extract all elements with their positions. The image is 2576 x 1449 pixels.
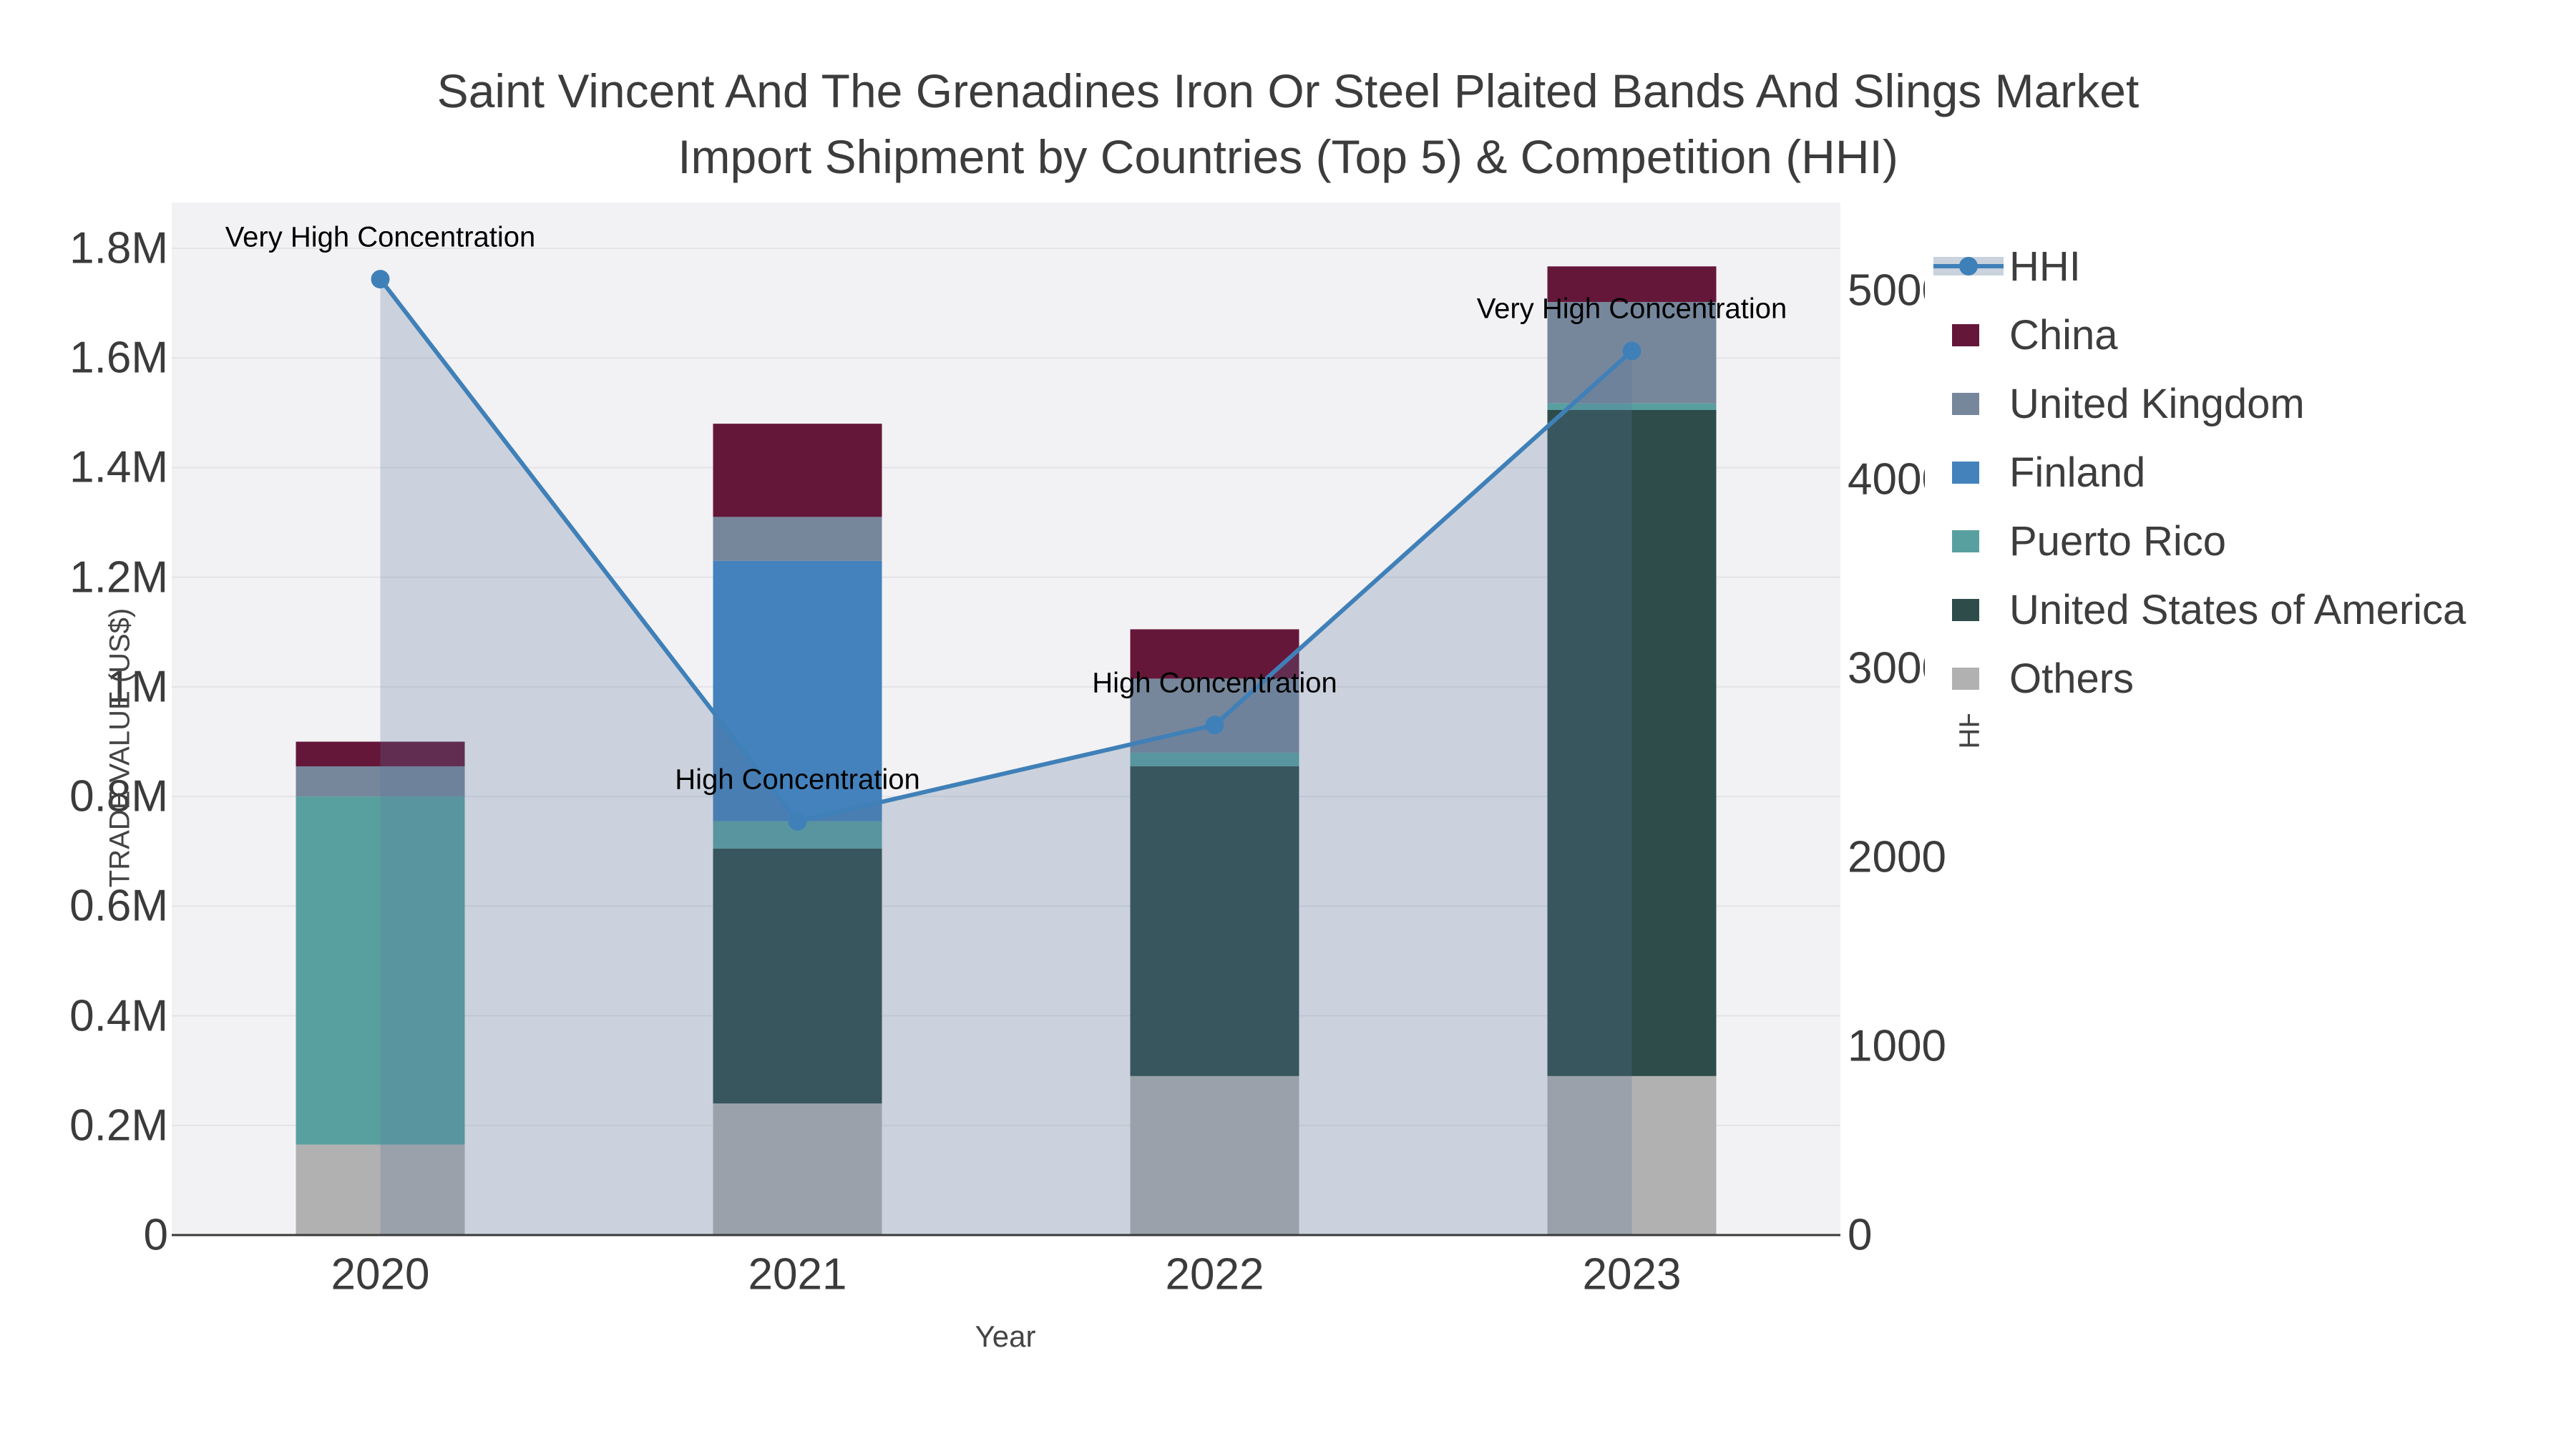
legend-item-united-states-of-america[interactable]: United States of America bbox=[1925, 575, 2562, 644]
y-left-tick: 1.4M bbox=[69, 442, 168, 492]
y-left-tick: 0.8M bbox=[69, 771, 168, 821]
bar-segment-puerto-rico[interactable] bbox=[1547, 403, 1717, 411]
bar-segment-china[interactable] bbox=[296, 741, 465, 766]
legend-item-finland[interactable]: Finland bbox=[1925, 438, 2562, 507]
y-left-tick: 0.4M bbox=[69, 991, 168, 1041]
legend-item-hhi[interactable]: HHI bbox=[1925, 232, 2562, 301]
bar-segment-finland[interactable] bbox=[713, 560, 882, 821]
legend-label: United Kingdom bbox=[2009, 380, 2305, 427]
bar-segment-puerto-rico[interactable] bbox=[296, 796, 465, 1145]
annotation-2021: High Concentration bbox=[675, 763, 920, 796]
bar-segment-puerto-rico[interactable] bbox=[1130, 752, 1299, 766]
y-left-tick: 1.6M bbox=[69, 333, 168, 383]
y-left-tick: 0 bbox=[143, 1210, 168, 1260]
y-right-tick: 0 bbox=[1848, 1210, 1873, 1260]
legend-item-puerto-rico[interactable]: Puerto Rico bbox=[1925, 507, 2562, 575]
bar-segment-united-kingdom[interactable] bbox=[296, 766, 465, 797]
legend-item-others[interactable]: Others bbox=[1925, 644, 2562, 713]
legend-color-swatch-icon bbox=[1932, 667, 2004, 690]
legend-label: Puerto Rico bbox=[2009, 517, 2227, 565]
hhi-marker-2020[interactable] bbox=[371, 270, 390, 289]
y-left-tick: 1M bbox=[106, 662, 168, 712]
x-tick-2020: 2020 bbox=[331, 1249, 430, 1299]
bar-segment-china[interactable] bbox=[1547, 266, 1717, 303]
legend-color-swatch-icon bbox=[1932, 392, 2004, 415]
x-tick-2022: 2022 bbox=[1165, 1249, 1264, 1299]
y-right-tick: 2000 bbox=[1848, 832, 1946, 882]
legend-label: Others bbox=[2009, 655, 2135, 702]
legend-label: United States of America bbox=[2009, 586, 2467, 633]
hhi-line bbox=[379, 278, 1634, 824]
chart-title-line2: Import Shipment by Countries (Top 5) & C… bbox=[678, 130, 1898, 183]
y-left-tick: 1.8M bbox=[69, 223, 168, 273]
y-right-tick: 1000 bbox=[1848, 1021, 1946, 1071]
bar-segment-others[interactable] bbox=[713, 1103, 882, 1235]
chart-title: Saint Vincent And The Grenadines Iron Or… bbox=[0, 58, 2576, 190]
bar-segment-others[interactable] bbox=[296, 1144, 465, 1235]
legend: HHI China United Kingdom Finland Puerto Rico… bbox=[1925, 232, 2562, 714]
bar-segment-united-kingdom[interactable] bbox=[713, 517, 882, 561]
legend-label: China bbox=[2009, 311, 2118, 358]
legend-item-china[interactable]: China bbox=[1925, 301, 2562, 369]
x-tick-2023: 2023 bbox=[1582, 1249, 1682, 1299]
x-tick-2021: 2021 bbox=[748, 1249, 847, 1299]
bar-segment-others[interactable] bbox=[1547, 1075, 1717, 1235]
y-left-tick: 0.2M bbox=[69, 1101, 168, 1151]
y-left-tick: 0.6M bbox=[69, 881, 168, 931]
annotation-2023: Very High Concentration bbox=[1476, 293, 1787, 325]
legend-label: Finland bbox=[2009, 449, 2146, 496]
bar-segment-united-kingdom[interactable] bbox=[1130, 678, 1299, 753]
legend-label: HHI bbox=[2009, 243, 2081, 290]
bar-segment-china[interactable] bbox=[1130, 629, 1299, 679]
bar-segment-united-states-of-america[interactable] bbox=[1130, 766, 1299, 1076]
annotation-2022: High Concentration bbox=[1092, 667, 1337, 699]
x-axis-title: Year bbox=[975, 1319, 1036, 1353]
legend-item-united-kingdom[interactable]: United Kingdom bbox=[1925, 369, 2562, 438]
hhi-area-fill bbox=[380, 279, 1632, 1235]
hhi-marker-2021[interactable] bbox=[788, 811, 807, 831]
hhi-marker-2022[interactable] bbox=[1205, 716, 1224, 735]
bar-segment-china[interactable] bbox=[713, 424, 882, 517]
legend-line-swatch-icon bbox=[1932, 257, 2004, 275]
chart-title-line1: Saint Vincent And The Grenadines Iron Or… bbox=[436, 64, 2140, 117]
bar-segment-united-states-of-america[interactable] bbox=[713, 848, 882, 1104]
hhi-marker-2023[interactable] bbox=[1622, 341, 1641, 361]
y-left-tick: 1.2M bbox=[69, 552, 168, 602]
bar-segment-others[interactable] bbox=[1130, 1075, 1299, 1235]
legend-color-swatch-icon bbox=[1932, 530, 2004, 552]
legend-color-swatch-icon bbox=[1932, 461, 2004, 484]
legend-color-swatch-icon bbox=[1932, 323, 2004, 346]
annotation-2020: Very High Concentration bbox=[225, 221, 536, 253]
bar-segment-united-states-of-america[interactable] bbox=[1547, 410, 1717, 1076]
legend-color-swatch-icon bbox=[1932, 598, 2004, 621]
y-axis-left-title: TRADE VALUE (US$) bbox=[104, 608, 136, 888]
